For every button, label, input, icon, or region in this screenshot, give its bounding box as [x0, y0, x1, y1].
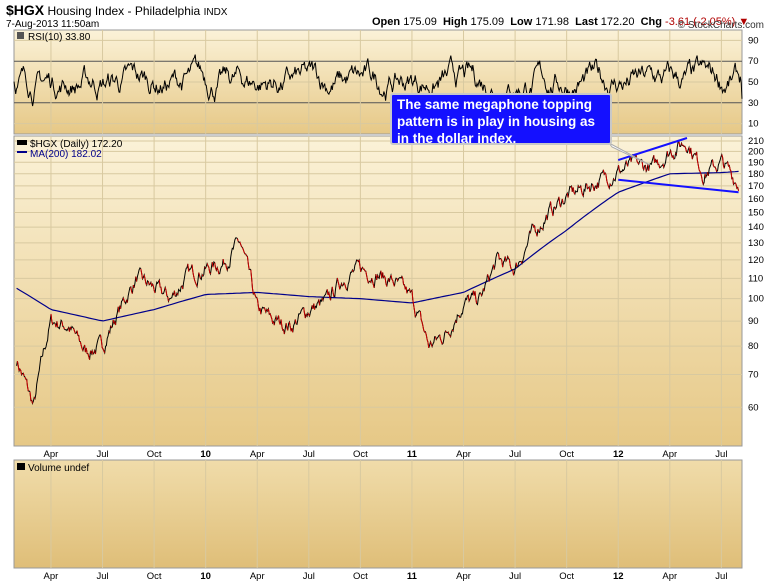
x-tick-label: Apr — [250, 571, 265, 582]
price-tick-label: 110 — [748, 273, 763, 284]
x-tick-label: Oct — [353, 449, 368, 460]
open-label: Open — [372, 16, 401, 28]
rsi-panel: RSI(10) 33.80 — [13, 29, 743, 135]
x-tick-label: 10 — [200, 449, 211, 460]
low-value: 171.98 — [535, 16, 569, 28]
exchange: INDX — [203, 7, 228, 18]
x-tick-label: Jul — [303, 449, 315, 460]
price-tick-label: 170 — [748, 181, 764, 192]
x-tick-label: 12 — [613, 449, 624, 460]
price-tick-label: 130 — [748, 238, 764, 249]
price-tick-label: 180 — [748, 169, 764, 180]
x-tick-label: Jul — [303, 571, 315, 582]
chg-label: Chg — [640, 16, 662, 28]
timestamp: 7-Aug-2013 11:50am — [6, 19, 100, 30]
high-value: 175.09 — [470, 16, 505, 28]
rsi-tick-label: 90 — [748, 35, 759, 46]
rsi-tick-label: 10 — [748, 119, 759, 130]
price-tick-label: 190 — [748, 157, 764, 168]
price-legend: $HGX (Daily) 172.20 — [30, 139, 123, 150]
rsi-tick-label: 30 — [748, 98, 759, 109]
price-tick-label: 100 — [748, 294, 764, 305]
x-tick-label: Apr — [44, 449, 59, 460]
x-tick-label: 10 — [200, 571, 211, 582]
x-tick-label: Oct — [353, 571, 368, 582]
price-tick-label: 140 — [748, 222, 764, 233]
index-name: Housing Index - Philadelphia — [47, 4, 201, 18]
rsi-tick-label: 70 — [748, 56, 759, 67]
x-tick-label: Oct — [147, 571, 162, 582]
x-tick-label: Oct — [559, 571, 574, 582]
last-label: Last — [575, 16, 598, 28]
x-tick-label: Oct — [559, 449, 574, 460]
x-tick-label: Jul — [509, 449, 521, 460]
ma200-line — [16, 170, 739, 322]
price-tick-label: 80 — [748, 341, 759, 352]
x-tick-label: Jul — [715, 449, 727, 460]
x-tick-label: Apr — [662, 571, 677, 582]
quote-bar: Open 175.09 High 175.09 Low 171.98 Last … — [372, 16, 749, 28]
open-value: 175.09 — [403, 16, 437, 28]
high-label: High — [442, 16, 468, 28]
price-tick-label: 120 — [748, 255, 764, 266]
price-tick-label: 70 — [748, 369, 759, 380]
x-tick-label: Jul — [715, 571, 727, 582]
price-tick-label: 200 — [748, 146, 764, 157]
price-tick-label: 210 — [748, 136, 764, 147]
trendline-upper — [617, 137, 688, 161]
volume-panel: Volume undef — [13, 459, 743, 569]
chg-value: -3.61 (-2.05%) — [665, 16, 736, 28]
x-tick-label: Apr — [250, 449, 265, 460]
rsi-line — [13, 54, 743, 110]
x-tick-label: Apr — [44, 571, 59, 582]
x-tick-label: Jul — [509, 571, 521, 582]
credit-text: © StockCharts.com — [677, 20, 764, 31]
last-value: 172.20 — [600, 16, 635, 28]
rsi-tick-label: 50 — [748, 77, 759, 88]
x-tick-label: Jul — [96, 449, 108, 460]
annotation-callout: The same megaphone topping pattern is in… — [390, 93, 612, 146]
price-tick-label: 160 — [748, 194, 764, 205]
symbol: $HGX — [6, 2, 45, 18]
chart-title: $HGX Housing Index - Philadelphia INDX — [6, 2, 227, 18]
x-tick-label: Apr — [662, 449, 677, 460]
price-panel: $HGX (Daily) 172.20 MA(200) 182.02 — [13, 135, 743, 447]
down-arrow-icon: ▼ — [738, 16, 750, 28]
x-tick-label: 11 — [407, 449, 418, 460]
x-tick-label: 12 — [613, 571, 624, 582]
volume-legend: Volume undef — [28, 463, 89, 474]
x-tick-label: Oct — [147, 449, 162, 460]
price-tick-label: 90 — [748, 316, 759, 327]
low-label: Low — [510, 16, 533, 28]
x-tick-label: Apr — [456, 449, 471, 460]
x-tick-label: Jul — [96, 571, 108, 582]
x-tick-label: 11 — [407, 571, 418, 582]
ma-legend: MA(200) 182.02 — [30, 149, 102, 160]
trendline-lower — [618, 178, 739, 194]
price-tick-label: 60 — [748, 402, 759, 413]
rsi-legend: RSI(10) 33.80 — [28, 32, 91, 43]
callout-pointer — [608, 142, 651, 166]
x-tick-label: Apr — [456, 571, 471, 582]
price-tick-label: 150 — [748, 208, 764, 219]
